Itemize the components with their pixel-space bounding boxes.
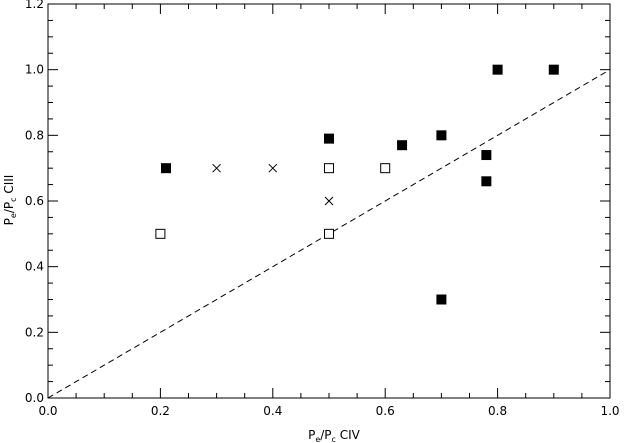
x-tick-label: 0.6 xyxy=(376,404,395,418)
y-tick-label: 0.0 xyxy=(25,391,44,405)
open-square-point xyxy=(155,228,166,239)
filled-square-point xyxy=(481,176,492,187)
y-tick-label: 0.4 xyxy=(25,260,44,274)
y-tick-label: 0.2 xyxy=(25,325,44,339)
filled-square-point xyxy=(436,294,447,305)
filled-square-point xyxy=(548,64,559,75)
cross-stroke xyxy=(324,196,334,206)
open-square-point xyxy=(324,163,334,174)
x-tick-label: 0.0 xyxy=(38,404,57,418)
filled-square-point xyxy=(397,140,408,151)
open-square-point xyxy=(380,163,391,174)
data-points xyxy=(155,64,559,305)
cross-stroke xyxy=(268,163,278,173)
filled-square-point xyxy=(324,133,334,144)
filled-square-point xyxy=(436,130,447,141)
filled-square-point xyxy=(481,150,492,161)
x-tick-label: 0.2 xyxy=(151,404,170,418)
axis-ticks xyxy=(47,3,611,399)
cross-point xyxy=(324,196,334,206)
x-axis-title: Pe/Pc CIV xyxy=(308,428,361,443)
x-tick-label: 0.4 xyxy=(263,404,282,418)
y-tick-label: 1.0 xyxy=(25,63,44,77)
tick-labels: 0.0 0.2 0.4 0.6 0.8 1.0 0.0 0.2 0.4 0.6 0.8 1.0 1.2 xyxy=(25,0,620,418)
y-tick-label: 0.8 xyxy=(25,128,44,142)
cross-stroke xyxy=(212,163,221,173)
x-tick-label: 1.0 xyxy=(600,404,619,418)
y-axis-title: Pe/Pc CIII xyxy=(2,175,18,226)
filled-square-point xyxy=(492,64,503,75)
cross-point xyxy=(212,163,221,173)
y-tick-label: 1.2 xyxy=(25,0,44,11)
open-square-point xyxy=(324,228,334,239)
y-tick-label: 0.6 xyxy=(25,194,44,208)
cross-point xyxy=(268,163,278,173)
x-tick-label: 0.8 xyxy=(488,404,507,418)
filled-square-point xyxy=(161,163,172,174)
